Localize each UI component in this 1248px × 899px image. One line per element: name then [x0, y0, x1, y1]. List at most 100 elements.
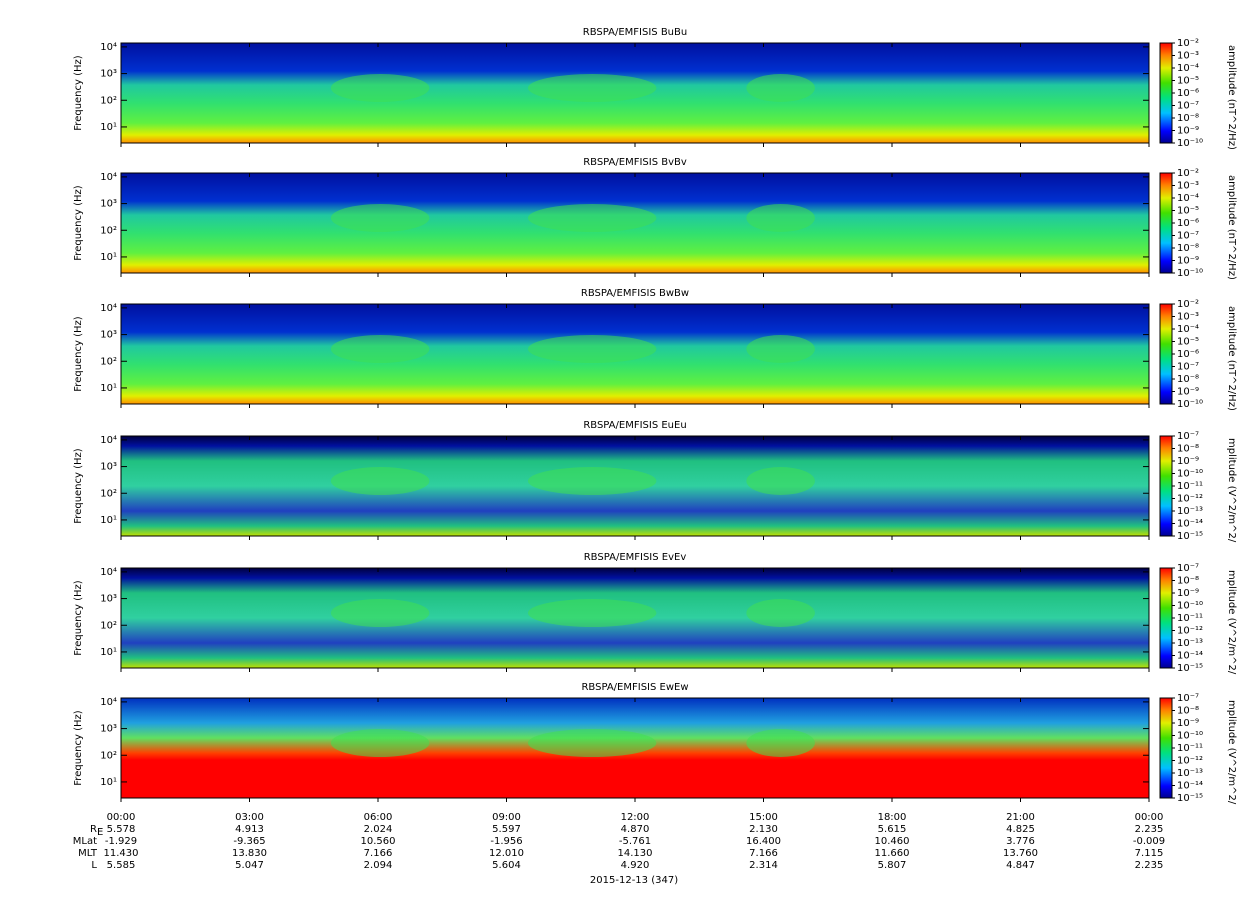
colorbar-tick-label: 10⁻¹⁰ — [1177, 399, 1203, 410]
colorbar-label: amplitude (nT^2/Hz) — [1226, 306, 1237, 411]
colorbar-tick-label: 10⁻¹¹ — [1177, 481, 1203, 492]
ephemeris-value: 2.024 — [364, 824, 393, 835]
colorbar — [1159, 42, 1173, 144]
ephemeris-value: 14.130 — [618, 848, 653, 859]
ephemeris-label: R — [90, 824, 97, 835]
y-tick-label: 10² — [100, 356, 117, 367]
colorbar-tick-label: 10⁻⁵ — [1177, 337, 1199, 348]
colorbar-tick-label: 10⁻¹³ — [1177, 506, 1203, 517]
ephemeris-label-subscript: E — [97, 827, 103, 838]
colorbar-tick-label: 10⁻¹³ — [1177, 638, 1203, 649]
y-axis-label: Frequency (Hz) — [73, 448, 84, 524]
colorbar-tick-label: 10⁻⁷ — [1177, 693, 1199, 704]
y-tick-label: 10¹ — [100, 777, 117, 788]
colorbar-tick-label: 10⁻⁸ — [1177, 576, 1199, 587]
emission-band — [746, 599, 815, 627]
ephemeris-value: 2.235 — [1135, 860, 1164, 871]
colorbar-tick-label: 10⁻¹⁵ — [1177, 663, 1203, 674]
ephemeris-value: 2.094 — [364, 860, 393, 871]
colorbar-tick-label: 10⁻¹⁰ — [1177, 138, 1203, 149]
ephemeris-value: -1.929 — [105, 836, 137, 847]
emission-band — [330, 335, 430, 363]
ephemeris-value: 5.585 — [107, 860, 136, 871]
ephemeris-value: -9.365 — [233, 836, 265, 847]
y-tick-label: 10⁴ — [100, 42, 117, 53]
colorbar-tick-label: 10⁻⁷ — [1177, 431, 1199, 442]
colorbar-label: amplitude (nT^2/Hz) — [1226, 175, 1237, 280]
y-tick-label: 10³ — [100, 462, 117, 473]
ephemeris-value: 2.314 — [749, 860, 778, 871]
x-tick-label: 06:00 — [364, 812, 393, 823]
colorbar-tick-label: 10⁻¹² — [1177, 494, 1203, 505]
y-axis-label: Frequency (Hz) — [73, 55, 84, 131]
y-axis-label: Frequency (Hz) — [73, 185, 84, 261]
emission-band — [527, 467, 657, 495]
colorbar-tick-label: 10⁻¹⁵ — [1177, 793, 1203, 804]
y-axis-label: Frequency (Hz) — [73, 316, 84, 392]
colorbar-tick-label: 10⁻⁷ — [1177, 231, 1199, 242]
colorbar-tick-label: 10⁻⁹ — [1177, 588, 1199, 599]
y-tick-label: 10² — [100, 95, 117, 106]
emission-band — [330, 74, 430, 102]
y-tick-label: 10⁴ — [100, 172, 117, 183]
ephemeris-value: 7.166 — [749, 848, 778, 859]
colorbar-label: amplitude (nT^2/Hz) — [1226, 45, 1237, 150]
colorbar-tick-label: 10⁻⁴ — [1177, 193, 1199, 204]
ephemeris-value: -5.761 — [619, 836, 651, 847]
colorbar — [1159, 697, 1173, 799]
panel-title: RBSPA/EMFISIS EwEw — [581, 682, 688, 693]
emission-band — [746, 74, 815, 102]
colorbar-tick-label: 10⁻⁸ — [1177, 706, 1199, 717]
colorbar-tick-label: 10⁻⁵ — [1177, 206, 1199, 217]
colorbar-tick-label: 10⁻⁹ — [1177, 456, 1199, 467]
colorbar-tick-label: 10⁻⁶ — [1177, 349, 1199, 360]
ephemeris-value: 2.235 — [1135, 824, 1164, 835]
colorbar-tick-label: 10⁻⁹ — [1177, 256, 1199, 267]
y-tick-label: 10² — [100, 750, 117, 761]
emission-band — [330, 729, 430, 757]
colorbar-tick-label: 10⁻¹⁴ — [1177, 781, 1203, 792]
ephemeris-value: -1.956 — [490, 836, 522, 847]
colorbar-tick-label: 10⁻⁹ — [1177, 718, 1199, 729]
ephemeris-value: 3.776 — [1006, 836, 1035, 847]
y-tick-label: 10¹ — [100, 252, 117, 263]
colorbar-tick-label: 10⁻⁶ — [1177, 88, 1199, 99]
panel-title: RBSPA/EMFISIS EuEu — [583, 420, 686, 431]
y-tick-label: 10¹ — [100, 383, 117, 394]
emission-band — [527, 335, 657, 363]
colorbar-label: mplitude (V^2/m^2/ — [1226, 570, 1237, 675]
date-label: 2015-12-13 (347) — [590, 875, 678, 886]
ephemeris-value: 2.130 — [749, 824, 778, 835]
ephemeris-value: 10.460 — [875, 836, 910, 847]
panel-title: RBSPA/EMFISIS BwBw — [581, 288, 689, 299]
ephemeris-label: L — [91, 860, 97, 871]
ephemeris-value: -0.009 — [1133, 836, 1165, 847]
x-tick-label: 00:00 — [107, 812, 136, 823]
y-tick-label: 10² — [100, 225, 117, 236]
ephemeris-value: 4.870 — [621, 824, 650, 835]
ephemeris-value: 16.400 — [746, 836, 781, 847]
colorbar-tick-label: 10⁻¹⁰ — [1177, 268, 1203, 279]
ephemeris-value: 5.578 — [107, 824, 136, 835]
emission-band — [746, 204, 815, 232]
y-tick-label: 10⁴ — [100, 567, 117, 578]
ephemeris-value: 5.047 — [235, 860, 264, 871]
colorbar-tick-label: 10⁻⁷ — [1177, 362, 1199, 373]
ephemeris-value: 4.913 — [235, 824, 264, 835]
ephemeris-value: 4.825 — [1006, 824, 1035, 835]
panel-title: RBSPA/EMFISIS BvBv — [583, 157, 687, 168]
colorbar-tick-label: 10⁻⁹ — [1177, 126, 1199, 137]
x-tick-label: 21:00 — [1006, 812, 1035, 823]
colorbar-tick-label: 10⁻¹³ — [1177, 768, 1203, 779]
x-tick-label: 18:00 — [878, 812, 907, 823]
emission-band — [330, 467, 430, 495]
ephemeris-value: 12.010 — [489, 848, 524, 859]
emission-band — [746, 729, 815, 757]
colorbar-tick-label: 10⁻⁸ — [1177, 374, 1199, 385]
colorbar-tick-label: 10⁻² — [1177, 38, 1199, 49]
colorbar-label: mplitude (V^2/m^2/ — [1226, 438, 1237, 543]
colorbar-tick-label: 10⁻⁴ — [1177, 63, 1199, 74]
emission-band — [746, 467, 815, 495]
colorbar-tick-label: 10⁻¹⁴ — [1177, 519, 1203, 530]
colorbar — [1159, 435, 1173, 537]
